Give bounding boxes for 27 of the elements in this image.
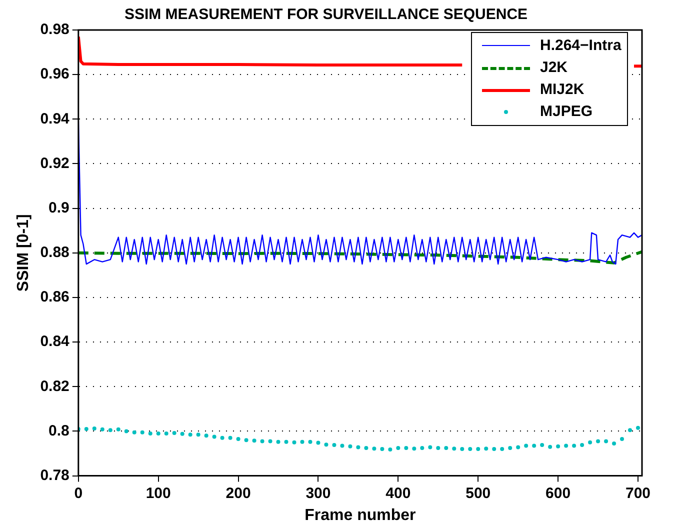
line-series <box>78 250 642 264</box>
y-tick-label: 0.78 <box>40 466 70 484</box>
legend-label: J2K <box>540 58 568 78</box>
x-tick-label: 0 <box>74 484 83 502</box>
y-tick-label: 0.8 <box>48 422 70 440</box>
x-tick-label: 100 <box>146 484 171 502</box>
y-tick-label: 0.96 <box>40 66 70 83</box>
y-axis-title: SSIM [0-1] <box>15 214 32 292</box>
y-tick-label: 0.98 <box>40 21 70 38</box>
legend-label: MJPEG <box>540 102 593 122</box>
y-tick-label: 0.94 <box>40 110 70 128</box>
y-tick-label: 0.92 <box>40 154 70 172</box>
legend-label: H.264−Intra <box>540 36 622 56</box>
x-tick-label: 400 <box>386 484 411 502</box>
x-tick-label: 500 <box>466 484 491 502</box>
y-tick-label: 0.88 <box>40 244 70 262</box>
x-axis-title: Frame number <box>304 506 416 524</box>
y-tick-label: 0.9 <box>48 199 70 216</box>
x-tick-label: 600 <box>546 484 571 502</box>
legend-label: MIJ2K <box>540 80 584 100</box>
chart-title: SSIM MEASUREMENT FOR SURVEILLANCE SEQUENCE <box>124 6 528 24</box>
y-tick-label: 0.82 <box>40 378 70 395</box>
x-tick-label: 300 <box>306 484 331 502</box>
x-tick-label: 200 <box>226 484 251 502</box>
x-tick-label: 700 <box>625 484 651 502</box>
y-tick-label: 0.86 <box>40 288 70 306</box>
y-tick-label: 0.84 <box>40 333 70 350</box>
